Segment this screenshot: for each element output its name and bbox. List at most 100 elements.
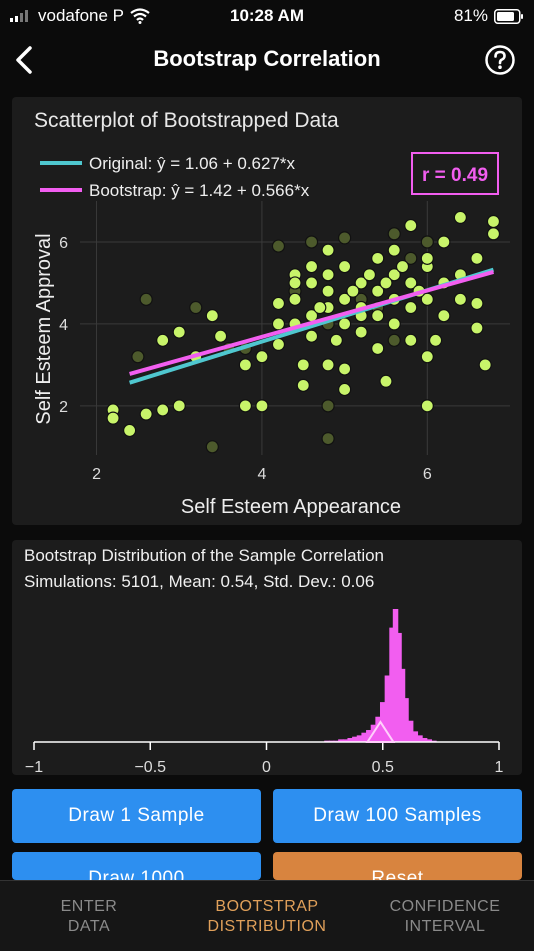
correlation-badge xyxy=(411,152,499,195)
tab-label-line1: ENTER xyxy=(60,898,118,915)
data-point xyxy=(238,399,252,413)
data-point xyxy=(255,399,269,413)
data-point xyxy=(486,227,501,241)
faded-data-point xyxy=(205,440,219,454)
regression-line-bootstrap xyxy=(129,269,495,376)
tab-bootstrap-distribution[interactable]: BOOTSTRAP DISTRIBUTION xyxy=(178,897,356,937)
data-point xyxy=(470,251,484,265)
draw-1000-samples-button[interactable]: Draw 1000 xyxy=(12,852,261,880)
y-tick-label: 4 xyxy=(59,317,68,334)
faded-data-point xyxy=(321,432,335,446)
data-point xyxy=(338,317,352,331)
tab-bar: ENTER DATA BOOTSTRAP DISTRIBUTION CONFID… xyxy=(0,880,534,951)
scatterplot-title: Scatterplot of Bootstrapped Data xyxy=(34,109,339,132)
data-point xyxy=(313,300,327,315)
battery: 81% xyxy=(454,6,524,26)
histogram-bar xyxy=(417,735,423,742)
carrier: vodafone P xyxy=(10,6,150,26)
data-point xyxy=(321,358,335,372)
data-point xyxy=(321,268,335,282)
data-point xyxy=(238,358,252,372)
wifi-icon xyxy=(130,8,150,24)
tab-enter-data[interactable]: ENTER DATA xyxy=(0,897,178,937)
data-point xyxy=(420,350,434,364)
battery-icon xyxy=(494,8,523,24)
data-point xyxy=(371,309,385,323)
data-point xyxy=(321,284,335,298)
data-point xyxy=(371,341,385,356)
sample-correlation-marker xyxy=(365,720,396,743)
data-point xyxy=(478,358,492,372)
draw-100-samples-button[interactable]: Draw 100 Samples xyxy=(273,789,522,843)
histogram-bar xyxy=(403,698,409,742)
data-point xyxy=(404,276,418,290)
histogram-bar xyxy=(380,702,386,742)
data-point xyxy=(156,333,170,347)
draw-1-sample-button[interactable]: Draw 1 Sample xyxy=(12,789,261,843)
faded-data-point xyxy=(387,227,401,241)
histogram-bar xyxy=(384,675,391,742)
faded-data-point xyxy=(131,350,145,364)
data-point xyxy=(213,329,228,343)
data-point xyxy=(354,325,368,339)
bootstrap-distribution-card: Bootstrap Distribution of the Sample Cor… xyxy=(12,540,522,775)
faded-data-point xyxy=(304,235,319,249)
faded-data-point xyxy=(271,239,286,253)
distribution-summary: Simulations: 5101, Mean: 0.54, Std. Dev.… xyxy=(24,572,375,591)
data-point xyxy=(321,243,335,257)
data-point xyxy=(304,329,319,343)
tab-confidence-interval[interactable]: CONFIDENCE INTERVAL xyxy=(356,897,534,937)
data-point xyxy=(428,333,443,347)
data-point xyxy=(420,292,434,306)
navigation-bar: Bootstrap Correlation xyxy=(0,32,534,90)
data-point xyxy=(453,210,467,224)
data-point xyxy=(387,243,401,257)
data-point xyxy=(255,350,269,364)
status-bar: vodafone P 10:28 AM 81% xyxy=(0,0,534,32)
data-point xyxy=(371,284,385,298)
faded-data-point xyxy=(338,231,352,245)
data-point xyxy=(404,218,418,233)
tab-label-line1: BOOTSTRAP xyxy=(215,898,319,915)
histogram-bar xyxy=(399,668,406,742)
histogram-bar xyxy=(338,739,344,742)
faded-data-point xyxy=(404,251,418,265)
data-point xyxy=(271,317,286,331)
faded-data-point xyxy=(321,399,335,413)
data-point xyxy=(470,296,484,311)
data-point xyxy=(387,317,401,331)
data-point xyxy=(404,300,418,315)
scatterplot-chart: 2 4 6 2 4 6 Original: ŷ = 1.06 + 0.627*x Boot… xyxy=(33,152,510,518)
data-point xyxy=(296,358,310,372)
histogram-bar xyxy=(389,627,395,742)
question-circle-icon[interactable] xyxy=(484,44,516,76)
battery-percent: 81% xyxy=(453,6,488,25)
data-point xyxy=(296,378,310,392)
data-point xyxy=(338,382,352,397)
page-title: Bootstrap Correlation xyxy=(153,46,381,71)
distribution-histogram: −1 −0.5 0 0.5 1 xyxy=(25,609,504,775)
reset-button[interactable]: Reset xyxy=(273,852,522,880)
data-point xyxy=(453,292,467,306)
x-tick-label: −0.5 xyxy=(134,759,166,775)
x-tick-label: 4 xyxy=(257,466,266,483)
histogram-bar xyxy=(361,732,367,742)
tab-label-line2: DISTRIBUTION xyxy=(207,918,327,935)
tab-label-line2: DATA xyxy=(67,918,111,935)
chevron-left-icon[interactable] xyxy=(10,44,42,76)
data-point xyxy=(470,321,484,335)
histogram-bar xyxy=(421,738,428,742)
data-point xyxy=(338,362,352,376)
correlation-value: r = 0.49 xyxy=(422,165,488,186)
x-axis-label: Self Esteem Appearance xyxy=(181,496,401,518)
x-tick-label: 0.5 xyxy=(372,759,394,775)
data-point xyxy=(288,276,302,290)
data-point xyxy=(486,214,501,229)
data-point xyxy=(404,333,418,347)
x-tick-label: 1 xyxy=(495,759,504,775)
legend-label-original: Original: ŷ = 1.06 + 0.627*x xyxy=(89,154,296,173)
legend-label-bootstrap: Bootstrap: ŷ = 1.42 + 0.566*x xyxy=(89,181,310,200)
distribution-title: Bootstrap Distribution of the Sample Cor… xyxy=(24,546,385,565)
histogram-bar xyxy=(392,609,399,742)
data-point xyxy=(420,399,434,413)
